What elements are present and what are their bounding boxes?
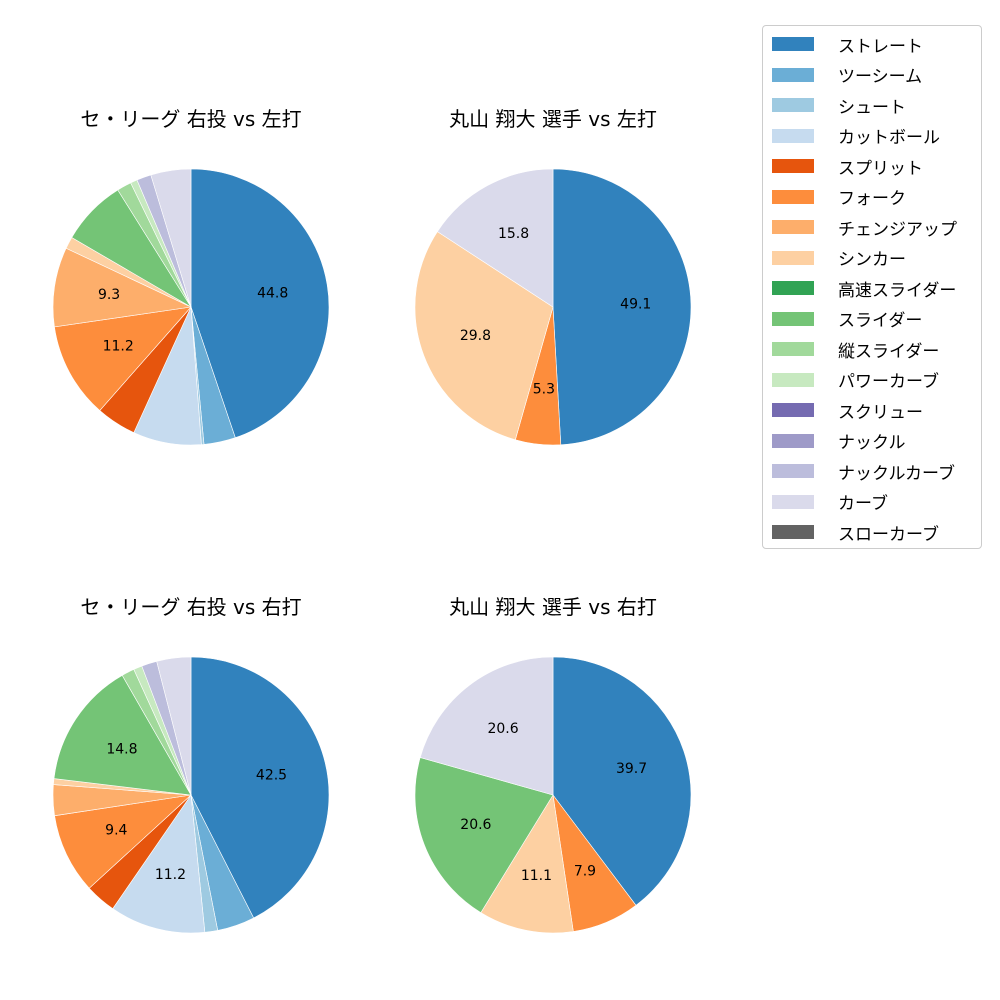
chart-title: 丸山 翔大 選手 vs 左打 xyxy=(449,107,657,131)
legend-label: スクリュー xyxy=(838,402,923,423)
pie-slice xyxy=(437,168,554,308)
legend-swatch xyxy=(772,342,814,356)
slice-percentage-label: 9.4 xyxy=(105,823,127,839)
pie-slice xyxy=(52,247,193,328)
legend-swatch xyxy=(772,37,814,51)
legend-label: ナックルカーブ xyxy=(838,463,955,484)
legend-swatch xyxy=(772,128,814,143)
legend-item: ナックル xyxy=(772,431,906,453)
legend-swatch xyxy=(772,281,814,295)
legend-swatch xyxy=(772,220,814,234)
pie-slice xyxy=(414,757,554,914)
pie-slice xyxy=(156,656,192,796)
legend-swatch xyxy=(772,494,814,509)
legend-swatch xyxy=(772,67,814,82)
pie-slice xyxy=(53,674,192,796)
legend-swatch xyxy=(772,189,814,204)
legend-item: スローカーブ xyxy=(772,522,939,545)
legend-item: シュート xyxy=(772,95,906,118)
legend-label: カットボール xyxy=(838,128,940,148)
legend-item: シンカー xyxy=(772,248,906,270)
slice-percentage-label: 20.6 xyxy=(487,721,518,737)
legend-label: 縦スライダー xyxy=(838,341,940,362)
legend-item: パワーカーブ xyxy=(772,370,939,392)
pie-slice xyxy=(190,656,330,919)
legend-item: フォーク xyxy=(772,187,906,209)
pie-slice xyxy=(414,231,554,441)
slice-percentage-label: 14.8 xyxy=(106,741,137,757)
slice-percentage-label: 11.1 xyxy=(521,868,552,884)
slice-percentage-label: 15.8 xyxy=(498,226,529,242)
legend-label: ストレート xyxy=(838,36,923,57)
pie-slice xyxy=(552,656,692,906)
legend-item: スライダー xyxy=(772,309,923,331)
slice-percentage-label: 44.8 xyxy=(257,286,288,302)
legend-swatch xyxy=(772,525,814,539)
chart-title: セ・リーグ 右投 vs 右打 xyxy=(80,595,302,619)
legend-label: シンカー xyxy=(838,250,906,270)
slice-percentage-label: 49.1 xyxy=(620,297,651,313)
legend-item: ストレート xyxy=(772,34,923,57)
slice-percentage-label: 7.9 xyxy=(574,863,596,879)
pie-slice xyxy=(190,168,330,439)
legend-item: ナックルカーブ xyxy=(772,461,955,484)
chart-title: 丸山 翔大 選手 vs 右打 xyxy=(449,595,657,619)
pie-slice xyxy=(54,794,192,889)
legend: ストレートツーシームシュートカットボール スプリットフォークチェンジアップ シンカー… xyxy=(762,25,982,549)
slice-percentage-label: 29.8 xyxy=(460,328,491,344)
pie-slice xyxy=(54,306,192,411)
slice-percentage-label: 39.7 xyxy=(616,761,647,777)
legend-label: スライダー xyxy=(838,311,923,331)
slice-percentage-label: 42.5 xyxy=(256,768,287,784)
legend-item: カットボール xyxy=(772,126,940,148)
pie-slice xyxy=(480,794,574,934)
legend-label: カーブ xyxy=(838,494,888,514)
slice-percentage-label: 9.3 xyxy=(98,287,120,303)
legend-item: スクリュー xyxy=(772,400,923,423)
legend-item: ツーシーム xyxy=(772,65,923,87)
legend-label: ツーシーム xyxy=(838,67,923,87)
legend-item: 高速スライダー xyxy=(772,278,957,301)
legend-swatch xyxy=(772,433,814,448)
pie-slice xyxy=(552,168,692,446)
legend-item: チェンジアップ xyxy=(772,217,957,240)
legend-swatch xyxy=(772,372,814,387)
legend-item: カーブ xyxy=(772,492,888,514)
legend-swatch xyxy=(772,403,814,417)
legend-label: シュート xyxy=(838,97,906,118)
pie-slice xyxy=(112,794,206,934)
slice-percentage-label: 5.3 xyxy=(533,381,555,397)
legend-item: 縦スライダー xyxy=(772,339,940,362)
pie-slice xyxy=(150,168,192,308)
legend-label: スプリット xyxy=(838,158,923,179)
legend-label: フォーク xyxy=(838,189,906,209)
legend-item: スプリット xyxy=(772,156,923,179)
slice-percentage-label: 11.2 xyxy=(103,338,134,354)
legend-swatch xyxy=(772,311,814,326)
legend-label: チェンジアップ xyxy=(838,219,957,240)
legend-label: ナックル xyxy=(838,433,906,453)
slice-percentage-label: 11.2 xyxy=(155,867,186,883)
pie-slice xyxy=(419,656,554,796)
slice-percentage-label: 20.6 xyxy=(460,817,491,833)
chart-title: セ・リーグ 右投 vs 左打 xyxy=(80,107,302,131)
legend-swatch xyxy=(772,250,814,265)
legend-swatch xyxy=(772,98,814,112)
legend-label: スローカーブ xyxy=(838,524,939,545)
legend-label: パワーカーブ xyxy=(838,372,939,392)
legend-label: 高速スライダー xyxy=(838,280,957,301)
legend-swatch xyxy=(772,464,814,478)
legend-swatch xyxy=(772,159,814,173)
